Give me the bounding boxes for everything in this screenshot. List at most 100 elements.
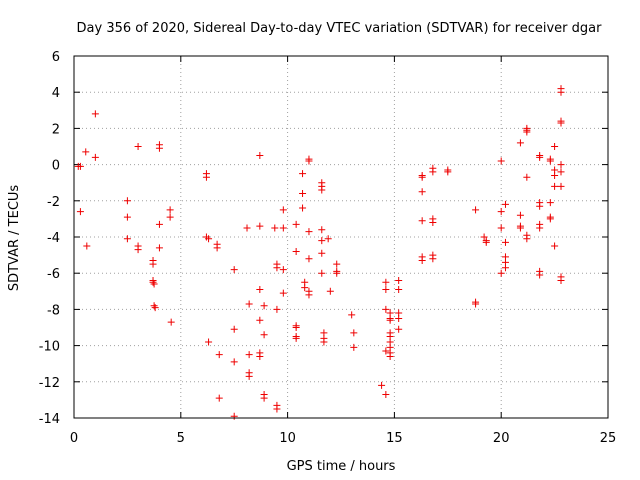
data-point	[395, 314, 403, 322]
data-point	[256, 152, 264, 160]
data-point	[472, 206, 480, 214]
data-point	[501, 238, 509, 246]
data-point	[279, 289, 287, 297]
data-point	[551, 171, 559, 179]
x-tick-label: 5	[177, 431, 185, 446]
data-point	[378, 381, 386, 389]
y-tick-label: -10	[39, 340, 60, 355]
data-point	[382, 347, 390, 355]
chart-title: Day 356 of 2020, Sidereal Day-to-day VTE…	[77, 21, 603, 36]
data-point	[523, 128, 531, 136]
data-point	[230, 358, 238, 366]
data-point	[497, 224, 505, 232]
y-tick-label: -6	[47, 267, 60, 282]
data-point	[318, 269, 326, 277]
data-point	[480, 233, 488, 241]
data-point	[382, 390, 390, 398]
x-tick-label: 0	[70, 431, 78, 446]
data-point	[497, 208, 505, 216]
x-tick-label: 25	[600, 431, 617, 446]
data-point	[557, 168, 565, 176]
data-point	[516, 211, 524, 219]
data-point	[230, 266, 238, 274]
data-point	[418, 217, 426, 225]
data-point	[256, 316, 264, 324]
data-point	[256, 222, 264, 230]
y-tick-label: -12	[39, 376, 60, 391]
data-point	[245, 351, 253, 359]
data-point	[279, 206, 287, 214]
data-point	[382, 305, 390, 313]
data-point	[523, 235, 531, 243]
data-point	[205, 235, 213, 243]
data-point	[305, 228, 313, 236]
data-point	[149, 278, 157, 286]
data-point	[557, 161, 565, 169]
data-point	[292, 220, 300, 228]
data-point	[273, 405, 281, 413]
data-point	[134, 143, 142, 150]
data-point	[123, 235, 131, 243]
data-point	[318, 186, 326, 194]
data-point	[305, 255, 313, 263]
data-point	[395, 276, 403, 284]
data-point	[273, 264, 281, 272]
data-point	[76, 208, 84, 216]
data-point	[326, 287, 334, 295]
plot-frame	[73, 55, 609, 419]
data-point	[395, 325, 403, 333]
x-tick-label: 10	[279, 431, 296, 446]
data-point	[299, 170, 307, 178]
data-point	[301, 284, 309, 292]
data-point	[151, 304, 159, 312]
data-points	[74, 85, 565, 420]
data-point	[536, 202, 544, 210]
y-tick-label: 0	[52, 159, 60, 174]
data-point	[271, 224, 279, 232]
data-point	[292, 247, 300, 255]
data-point	[166, 213, 174, 221]
data-point	[150, 280, 158, 288]
data-point	[333, 260, 341, 268]
data-point	[243, 224, 251, 232]
data-point	[516, 139, 524, 147]
data-point	[215, 394, 223, 402]
data-point	[76, 162, 84, 170]
data-point	[386, 352, 394, 360]
data-point	[167, 318, 175, 326]
data-point	[444, 168, 452, 176]
data-point	[299, 204, 307, 212]
data-point	[557, 276, 565, 284]
data-point	[324, 235, 332, 243]
data-point	[551, 182, 559, 190]
data-point	[472, 300, 480, 308]
data-point	[318, 237, 326, 245]
grid-lines	[74, 56, 608, 418]
tick-labels: 0 5 10 15 20 25 -14 -12 -10 -8 -6 -4 -2 0 2 4 6	[39, 50, 617, 446]
data-point	[260, 394, 268, 402]
data-point	[273, 305, 281, 313]
y-tick-label: -2	[47, 195, 60, 210]
data-point	[279, 266, 287, 274]
data-point	[91, 110, 99, 118]
x-tick-label: 20	[493, 431, 510, 446]
data-point	[501, 200, 509, 208]
data-point	[292, 334, 300, 342]
data-point	[348, 311, 356, 319]
data-point	[536, 153, 544, 161]
data-point	[149, 260, 157, 268]
data-point	[91, 153, 99, 161]
x-axis-label: GPS time / hours	[287, 459, 396, 474]
data-point	[501, 264, 509, 272]
data-point	[123, 213, 131, 221]
data-point	[256, 285, 264, 293]
data-point	[202, 173, 210, 181]
axis-ticks	[73, 55, 609, 419]
data-point	[155, 144, 163, 152]
data-point	[482, 238, 490, 246]
data-point	[245, 372, 253, 380]
data-point	[260, 331, 268, 339]
data-point	[279, 224, 287, 232]
data-point	[546, 199, 554, 207]
